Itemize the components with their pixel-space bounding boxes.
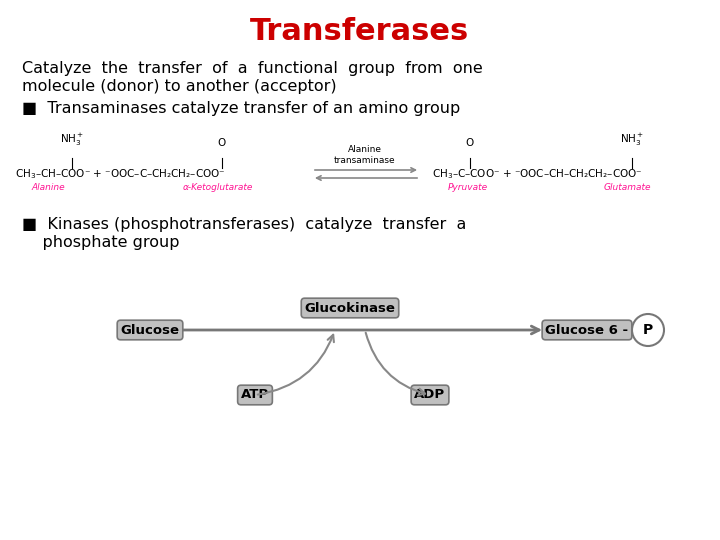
Text: Glucose: Glucose bbox=[120, 323, 179, 336]
Text: Transferases: Transferases bbox=[251, 17, 469, 46]
Text: O: O bbox=[466, 138, 474, 148]
Text: Glucokinase: Glucokinase bbox=[305, 301, 395, 314]
Text: Catalyze  the  transfer  of  a  functional  group  from  one: Catalyze the transfer of a functional gr… bbox=[22, 60, 482, 76]
Text: ■  Kinases (phosphotransferases)  catalyze  transfer  a: ■ Kinases (phosphotransferases) catalyze… bbox=[22, 218, 467, 233]
Text: phosphate group: phosphate group bbox=[22, 235, 179, 251]
Text: Glucose 6 -: Glucose 6 - bbox=[546, 323, 629, 336]
Text: Pyruvate: Pyruvate bbox=[448, 184, 488, 192]
Text: P: P bbox=[643, 323, 653, 337]
Text: α-Ketoglutarate: α-Ketoglutarate bbox=[183, 184, 253, 192]
Text: Glutamate: Glutamate bbox=[603, 184, 651, 192]
Text: ■  Transaminases catalyze transfer of an amino group: ■ Transaminases catalyze transfer of an … bbox=[22, 100, 460, 116]
FancyArrowPatch shape bbox=[258, 335, 334, 395]
Circle shape bbox=[632, 314, 664, 346]
Text: ATP: ATP bbox=[241, 388, 269, 402]
Text: ADP: ADP bbox=[415, 388, 446, 402]
Text: CH$_3$–CH–COO⁻ + ⁻OOC–C–CH₂CH₂–COO⁻: CH$_3$–CH–COO⁻ + ⁻OOC–C–CH₂CH₂–COO⁻ bbox=[15, 167, 225, 181]
Text: O: O bbox=[218, 138, 226, 148]
Text: molecule (donor) to another (acceptor): molecule (donor) to another (acceptor) bbox=[22, 78, 337, 93]
Text: NH$_3^+$: NH$_3^+$ bbox=[620, 132, 644, 148]
Text: Alanine: Alanine bbox=[31, 184, 65, 192]
Text: NH$_3^+$: NH$_3^+$ bbox=[60, 132, 84, 148]
Text: Alanine
transaminase: Alanine transaminase bbox=[334, 145, 396, 165]
Text: CH$_3$–C–COO⁻ + ⁻OOC–CH–CH₂CH₂–COO⁻: CH$_3$–C–COO⁻ + ⁻OOC–CH–CH₂CH₂–COO⁻ bbox=[432, 167, 642, 181]
FancyArrowPatch shape bbox=[366, 333, 425, 395]
